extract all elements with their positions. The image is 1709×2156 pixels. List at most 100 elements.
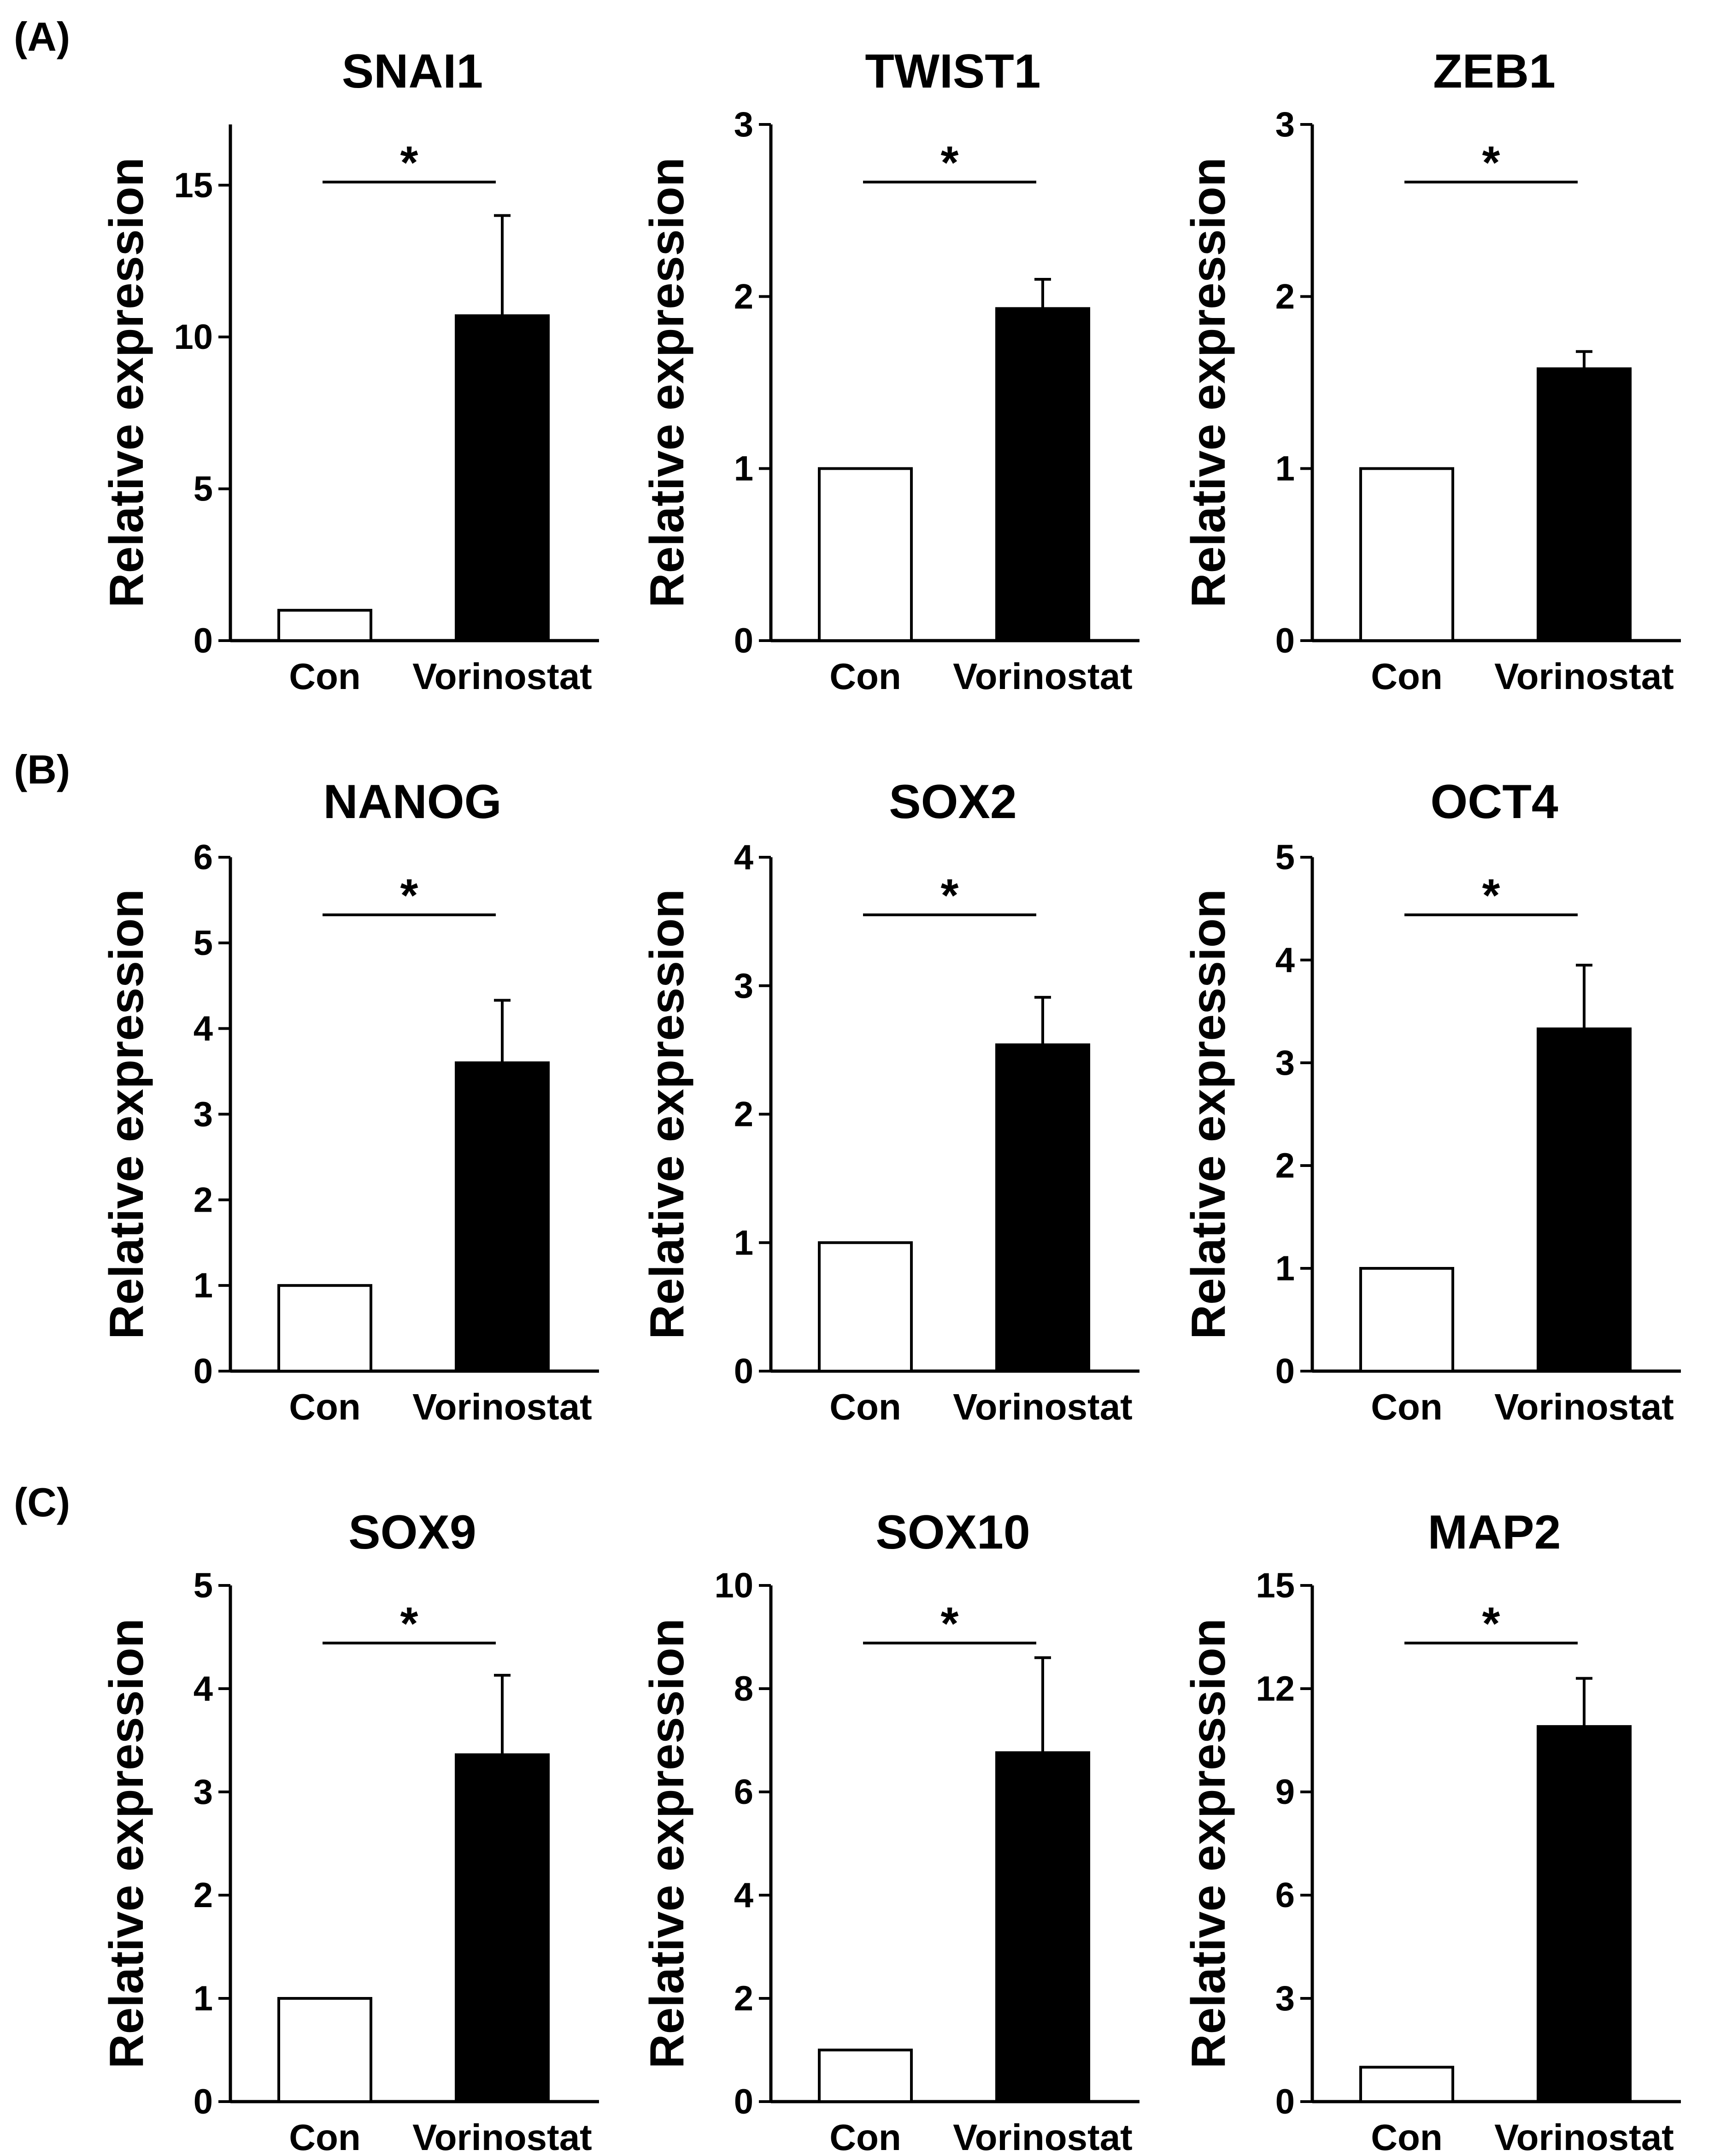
y-tick-label: 4 (734, 838, 753, 877)
bar-con (1359, 1267, 1454, 1373)
y-tick-label: 3 (1275, 105, 1295, 144)
significance-marker: * (941, 137, 959, 189)
panel-label-c: (C) (14, 1479, 70, 1525)
chart-title: OCT4 (1430, 775, 1558, 829)
y-tick-label: 2 (1275, 277, 1295, 316)
y-tick-label: 3 (194, 1095, 213, 1134)
y-tick-label: 1 (734, 1223, 753, 1262)
bar-vorinostat (1537, 1027, 1632, 1373)
y-tick-label: 15 (174, 166, 213, 205)
x-category-label-vorinostat: Vorinostat (412, 1386, 592, 1427)
y-tick-label: 8 (734, 1669, 753, 1708)
y-axis-label: Relative expression (1182, 889, 1235, 1339)
panel-label-a: (A) (14, 14, 70, 59)
y-tick-label: 4 (194, 1009, 213, 1049)
y-tick-label: 0 (734, 2082, 753, 2121)
x-category-label-con: Con (829, 656, 901, 697)
y-tick-label: 2 (734, 1979, 753, 2018)
y-tick-label: 2 (194, 1876, 213, 1915)
y-tick-label: 5 (194, 1566, 213, 1605)
y-tick-label: 6 (1275, 1876, 1295, 1915)
x-category-label-con: Con (289, 2117, 361, 2156)
x-category-label-vorinostat: Vorinostat (412, 656, 592, 697)
y-tick-label: 3 (1275, 1043, 1295, 1083)
y-tick-label: 1 (194, 1979, 213, 2018)
y-tick-label: 3 (734, 966, 753, 1006)
y-axis-label: Relative expression (1182, 1619, 1235, 2069)
y-tick-label: 9 (1275, 1773, 1295, 1812)
y-tick-label: 1 (194, 1266, 213, 1305)
bar-vorinostat (995, 307, 1090, 642)
chart-title: SNAI1 (342, 45, 483, 98)
bar-con (277, 1284, 372, 1373)
bar-vorinostat (1537, 1725, 1632, 2103)
chart-oct4: OCT4 Relative expression 0 1 2 3 4 5 Con Vorinost… (1182, 775, 1681, 1427)
y-axis-label: Relative expression (100, 158, 153, 608)
y-axis-label: Relative expression (640, 1619, 694, 2069)
x-category-label-vorinostat: Vorinostat (1494, 1386, 1674, 1427)
y-tick-label: 6 (194, 838, 213, 877)
chart-title: MAP2 (1428, 1506, 1561, 1559)
bar-con (1359, 2066, 1454, 2103)
bar-con (277, 609, 372, 642)
bar-vorinostat (455, 314, 550, 642)
bar-con (818, 2049, 913, 2103)
y-tick-label: 0 (194, 621, 213, 660)
x-category-label-vorinostat: Vorinostat (412, 2117, 592, 2156)
x-category-label-con: Con (1371, 656, 1443, 697)
y-tick-label: 4 (1275, 941, 1295, 980)
bar-con (1359, 467, 1454, 642)
panel-letters: (A) (B) (C) (14, 14, 70, 1525)
significance-marker: * (400, 870, 418, 921)
panel-label-b: (B) (14, 747, 70, 792)
bar-vorinostat (455, 1061, 550, 1373)
significance-marker: * (400, 1598, 418, 1649)
bar-vorinostat (1537, 367, 1632, 642)
y-tick-label: 10 (714, 1566, 753, 1605)
y-tick-label: 0 (194, 1352, 213, 1391)
y-tick-label: 3 (194, 1773, 213, 1812)
y-tick-label: 4 (734, 1876, 753, 1915)
bar-vorinostat (995, 1043, 1090, 1373)
significance-marker: * (1482, 137, 1500, 189)
y-tick-label: 0 (734, 1352, 753, 1391)
significance-marker: * (941, 1598, 959, 1649)
chart-twist1: TWIST1 Relative expression 0 1 2 3 Con Vorinost… (640, 45, 1139, 697)
y-tick-label: 1 (734, 449, 753, 489)
x-category-label-con: Con (289, 1386, 361, 1427)
y-tick-label: 10 (174, 318, 213, 357)
bar-con (818, 467, 913, 642)
y-tick-label: 1 (1275, 1249, 1295, 1288)
y-tick-label: 2 (734, 277, 753, 316)
y-tick-label: 15 (1256, 1566, 1295, 1605)
y-tick-label: 5 (1275, 838, 1295, 877)
chart-title: NANOG (323, 775, 501, 829)
bar-vorinostat (995, 1751, 1090, 2103)
y-axis-label: Relative expression (1182, 158, 1235, 608)
chart-sox10: SOX10 Relative expression 0 2 4 6 8 10 Con Vorino… (640, 1506, 1139, 2156)
y-axis-label: Relative expression (100, 889, 153, 1339)
chart-title: TWIST1 (865, 45, 1040, 98)
chart-sox2: SOX2 Relative expression 0 1 2 3 4 Con Vorinosta… (640, 775, 1139, 1427)
y-tick-label: 0 (194, 2082, 213, 2121)
y-tick-label: 6 (734, 1773, 753, 1812)
x-category-label-vorinostat: Vorinostat (953, 656, 1133, 697)
y-tick-label: 0 (1275, 2082, 1295, 2121)
y-tick-label: 0 (734, 621, 753, 660)
x-category-label-con: Con (1371, 1386, 1443, 1427)
y-tick-label: 12 (1256, 1669, 1295, 1708)
x-category-label-vorinostat: Vorinostat (1494, 656, 1674, 697)
y-tick-label: 3 (1275, 1979, 1295, 2018)
x-category-label-con: Con (289, 656, 361, 697)
y-tick-label: 2 (1275, 1146, 1295, 1185)
y-tick-label: 5 (194, 924, 213, 963)
y-axis-label: Relative expression (100, 1619, 153, 2069)
significance-marker: * (1482, 1598, 1500, 1649)
bar-con (818, 1241, 913, 1373)
chart-nanog: NANOG Relative expression 0 1 2 3 4 5 6 Con Vorino… (100, 775, 599, 1427)
y-tick-label: 0 (1275, 621, 1295, 660)
significance-marker: * (400, 137, 418, 189)
y-axis-label: Relative expression (640, 158, 694, 608)
